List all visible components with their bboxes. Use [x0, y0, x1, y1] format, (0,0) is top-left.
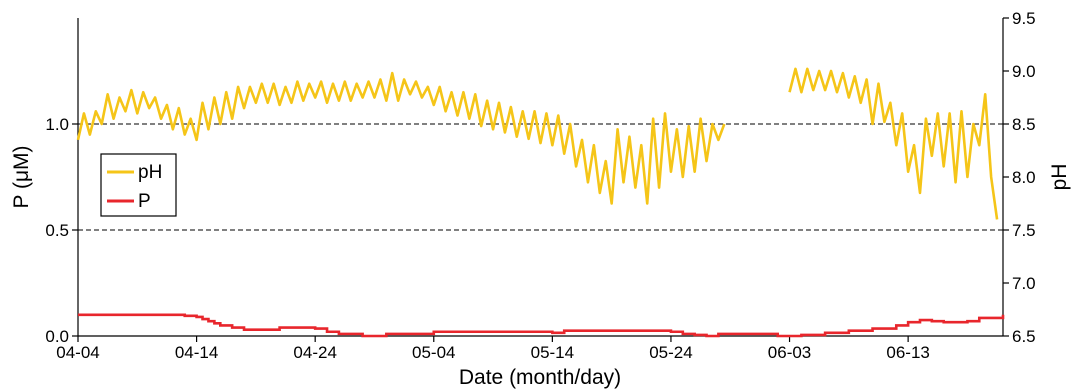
- series-ph-line-0: [76, 71, 726, 205]
- y-axis-right-title: pH: [1048, 164, 1071, 191]
- legend-label-ph: pH: [138, 162, 162, 183]
- legend-label-p: P: [138, 191, 151, 212]
- legend: pH P: [100, 153, 177, 217]
- series-ph-line-1: [788, 67, 999, 220]
- x-tick-label: 05-24: [649, 343, 692, 362]
- series-layer: [76, 67, 1005, 338]
- right-tick-label: 9.0: [1012, 62, 1036, 81]
- right-tick-label: 7.0: [1012, 274, 1036, 293]
- left-axis-ticks: 0.0 0.5 1.0: [45, 115, 78, 346]
- legend-box: [100, 153, 177, 217]
- right-tick-label: 6.5: [1012, 327, 1036, 346]
- x-axis-title: Date (month/day): [459, 366, 621, 389]
- x-tick-label: 04-24: [293, 343, 336, 362]
- y-axis-left-title: P (μM): [10, 145, 33, 208]
- right-tick-label: 8.5: [1012, 115, 1036, 134]
- right-axis-ticks: 6.5 7.0 7.5 8.0 8.5 9.0 9.5: [1003, 9, 1036, 346]
- right-tick-label: 9.5: [1012, 9, 1036, 28]
- x-tick-label: 05-14: [531, 343, 574, 362]
- reference-lines: [78, 123, 1003, 231]
- x-tick-label: 06-03: [768, 343, 811, 362]
- right-tick-label: 7.5: [1012, 221, 1036, 240]
- x-axis-ticks: 04-04 04-14 04-24 05-04 05-14 05-24 06-03 06-13: [56, 336, 930, 362]
- x-tick-label: 06-13: [886, 343, 929, 362]
- plot-frame: [77, 18, 1004, 337]
- left-tick-label: 1.0: [45, 115, 69, 134]
- x-tick-label: 04-14: [175, 343, 218, 362]
- left-tick-label: 0.5: [45, 221, 69, 240]
- x-tick-label: 05-04: [412, 343, 455, 362]
- left-tick-label: 0.0: [45, 327, 69, 346]
- right-tick-label: 8.0: [1012, 168, 1036, 187]
- x-tick-label: 04-04: [56, 343, 99, 362]
- series-p-line: [78, 313, 1005, 338]
